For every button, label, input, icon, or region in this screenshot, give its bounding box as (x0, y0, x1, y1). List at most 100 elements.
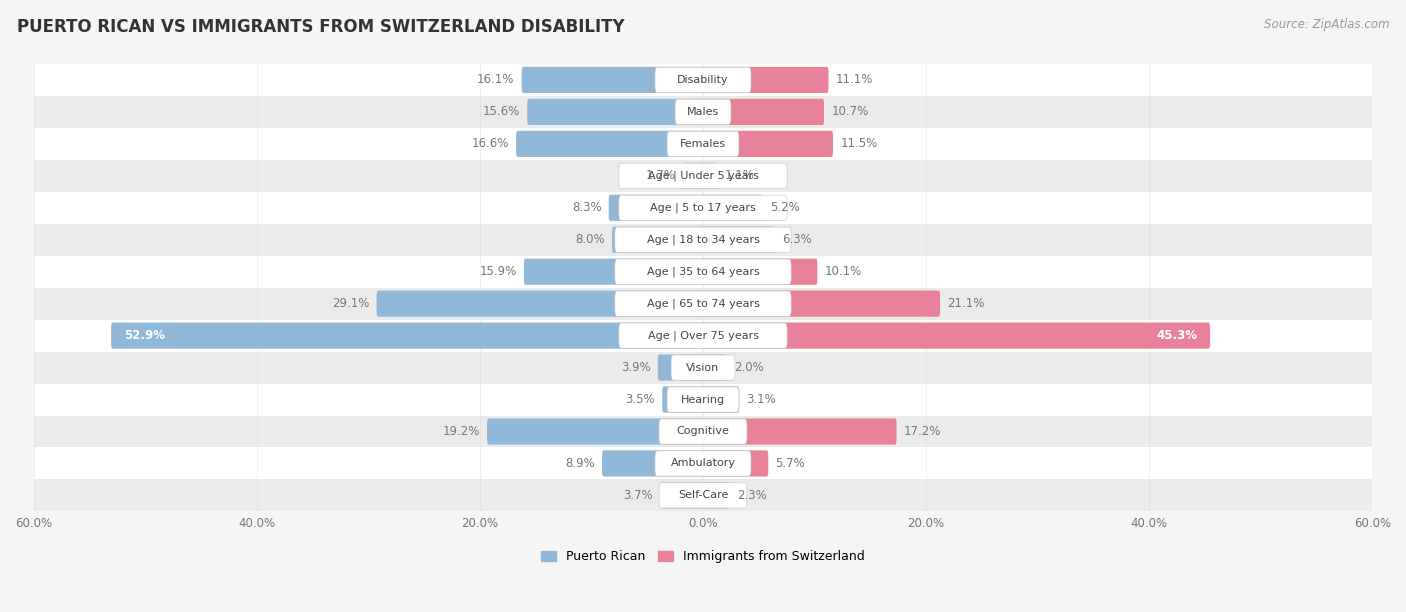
FancyBboxPatch shape (702, 450, 768, 477)
Bar (34, 351, 1372, 384)
FancyBboxPatch shape (659, 419, 747, 444)
Text: 3.9%: 3.9% (621, 361, 651, 374)
FancyBboxPatch shape (702, 99, 824, 125)
FancyBboxPatch shape (377, 291, 704, 317)
Text: Females: Females (681, 139, 725, 149)
Bar (34, 479, 1372, 512)
Bar (34, 384, 1372, 416)
Text: 21.1%: 21.1% (948, 297, 984, 310)
Text: Ambulatory: Ambulatory (671, 458, 735, 468)
Text: 45.3%: 45.3% (1156, 329, 1198, 342)
Text: 11.1%: 11.1% (835, 73, 873, 86)
FancyBboxPatch shape (486, 419, 704, 444)
Text: 16.6%: 16.6% (471, 137, 509, 151)
Text: 3.1%: 3.1% (747, 393, 776, 406)
FancyBboxPatch shape (524, 259, 704, 285)
Bar (34, 288, 1372, 319)
FancyBboxPatch shape (614, 291, 792, 316)
Text: Source: ZipAtlas.com: Source: ZipAtlas.com (1264, 18, 1389, 31)
FancyBboxPatch shape (682, 163, 704, 189)
FancyBboxPatch shape (702, 482, 730, 509)
FancyBboxPatch shape (702, 131, 832, 157)
FancyBboxPatch shape (702, 354, 727, 381)
Text: Vision: Vision (686, 362, 720, 373)
Bar (34, 160, 1372, 192)
FancyBboxPatch shape (602, 450, 704, 477)
Text: Disability: Disability (678, 75, 728, 85)
Text: 5.7%: 5.7% (776, 457, 806, 470)
FancyBboxPatch shape (702, 226, 775, 253)
Text: Age | 65 to 74 years: Age | 65 to 74 years (647, 299, 759, 309)
Text: 10.1%: 10.1% (824, 265, 862, 278)
Text: 17.2%: 17.2% (904, 425, 941, 438)
FancyBboxPatch shape (702, 323, 1211, 349)
FancyBboxPatch shape (655, 67, 751, 92)
Text: 1.1%: 1.1% (724, 170, 754, 182)
FancyBboxPatch shape (702, 67, 828, 93)
FancyBboxPatch shape (702, 291, 941, 317)
Text: Age | 18 to 34 years: Age | 18 to 34 years (647, 234, 759, 245)
FancyBboxPatch shape (614, 227, 792, 252)
FancyBboxPatch shape (619, 163, 787, 188)
FancyBboxPatch shape (111, 323, 704, 349)
Text: Males: Males (688, 107, 718, 117)
Text: 15.9%: 15.9% (479, 265, 516, 278)
Text: 52.9%: 52.9% (124, 329, 165, 342)
Text: 6.3%: 6.3% (782, 233, 813, 246)
Text: 29.1%: 29.1% (332, 297, 370, 310)
Bar (34, 64, 1372, 96)
Text: Cognitive: Cognitive (676, 427, 730, 436)
Text: PUERTO RICAN VS IMMIGRANTS FROM SWITZERLAND DISABILITY: PUERTO RICAN VS IMMIGRANTS FROM SWITZERL… (17, 18, 624, 36)
Text: 3.5%: 3.5% (626, 393, 655, 406)
FancyBboxPatch shape (655, 451, 751, 476)
Bar (34, 447, 1372, 479)
FancyBboxPatch shape (702, 419, 897, 444)
Text: Age | Under 5 years: Age | Under 5 years (648, 171, 758, 181)
FancyBboxPatch shape (671, 355, 735, 380)
Text: Age | 5 to 17 years: Age | 5 to 17 years (650, 203, 756, 213)
Text: Age | Over 75 years: Age | Over 75 years (648, 330, 758, 341)
FancyBboxPatch shape (614, 259, 792, 285)
FancyBboxPatch shape (666, 387, 740, 412)
FancyBboxPatch shape (527, 99, 704, 125)
Text: Hearing: Hearing (681, 395, 725, 405)
Text: 10.7%: 10.7% (831, 105, 869, 118)
FancyBboxPatch shape (702, 386, 740, 412)
Text: 3.7%: 3.7% (623, 489, 652, 502)
Text: 8.9%: 8.9% (565, 457, 595, 470)
Text: Self-Care: Self-Care (678, 490, 728, 501)
Text: 2.0%: 2.0% (734, 361, 763, 374)
FancyBboxPatch shape (702, 195, 762, 221)
FancyBboxPatch shape (522, 67, 704, 93)
Bar (34, 416, 1372, 447)
Bar (34, 224, 1372, 256)
Text: 8.0%: 8.0% (575, 233, 605, 246)
FancyBboxPatch shape (612, 226, 704, 253)
Bar (34, 319, 1372, 351)
FancyBboxPatch shape (702, 163, 717, 189)
Bar (34, 256, 1372, 288)
FancyBboxPatch shape (658, 354, 704, 381)
FancyBboxPatch shape (702, 259, 817, 285)
FancyBboxPatch shape (666, 131, 740, 157)
Text: 1.7%: 1.7% (645, 170, 675, 182)
Bar (34, 96, 1372, 128)
Text: 2.3%: 2.3% (738, 489, 768, 502)
FancyBboxPatch shape (619, 195, 787, 220)
FancyBboxPatch shape (675, 99, 731, 124)
Text: 8.3%: 8.3% (572, 201, 602, 214)
FancyBboxPatch shape (609, 195, 704, 221)
Text: 15.6%: 15.6% (482, 105, 520, 118)
Text: 5.2%: 5.2% (770, 201, 800, 214)
Text: 16.1%: 16.1% (477, 73, 515, 86)
Text: 11.5%: 11.5% (841, 137, 877, 151)
Bar (34, 192, 1372, 224)
FancyBboxPatch shape (659, 483, 747, 508)
Text: 19.2%: 19.2% (443, 425, 479, 438)
Bar (34, 128, 1372, 160)
FancyBboxPatch shape (619, 323, 787, 348)
Text: Age | 35 to 64 years: Age | 35 to 64 years (647, 266, 759, 277)
Legend: Puerto Rican, Immigrants from Switzerland: Puerto Rican, Immigrants from Switzerlan… (541, 550, 865, 563)
FancyBboxPatch shape (659, 482, 704, 509)
FancyBboxPatch shape (662, 386, 704, 412)
